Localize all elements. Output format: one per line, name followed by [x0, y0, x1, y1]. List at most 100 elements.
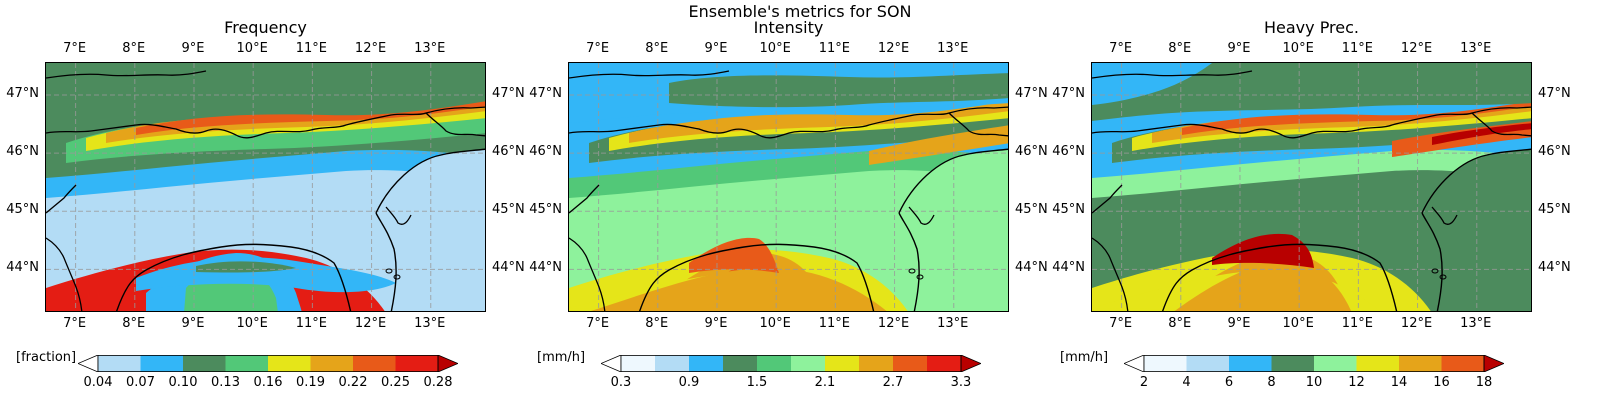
lon-tick-label: 13°E	[1460, 41, 1492, 56]
lon-tick-label: 8°E	[122, 316, 146, 331]
border-line	[1431, 206, 1458, 225]
panel-title: Intensity	[753, 18, 824, 37]
lon-tick-label: 7°E	[63, 41, 87, 56]
lon-tick-label: 8°E	[122, 41, 146, 56]
lon-tick-label: 10°E	[759, 316, 791, 331]
lat-tick-label-left: 45°N	[6, 202, 39, 218]
lat-tick-label-right: 44°N	[1015, 260, 1048, 276]
colorbar-over-arrow	[437, 355, 458, 372]
lon-tick-label: 12°E	[354, 41, 387, 56]
lat-tick-label-right: 46°N	[1015, 144, 1048, 160]
adriatic-sea	[1422, 149, 1531, 311]
colorbar-tick-label: 0.04	[83, 375, 113, 390]
colorbar-swatch	[1399, 355, 1442, 372]
border-line	[569, 184, 600, 214]
border-line	[1092, 184, 1123, 214]
field-patch-2	[569, 173, 1008, 248]
lon-tick-label: 10°E	[236, 316, 268, 331]
colorbar	[1124, 355, 1504, 372]
colorbar-swatch	[689, 355, 724, 372]
colorbar-tick-label: 0.9	[678, 375, 700, 390]
colorbar-swatch	[791, 355, 826, 372]
colorbar-swatch	[1356, 355, 1400, 372]
colorbar-unit: [mm/h]	[1060, 350, 1109, 365]
field-patch-3	[869, 125, 1008, 165]
colorbar-tick-label: 0.07	[126, 375, 155, 390]
lon-tick-label: 7°E	[586, 41, 610, 56]
lon-tick-label: 9°E	[704, 316, 728, 331]
lat-tick-label-left: 46°N	[529, 144, 562, 160]
coastline	[1161, 243, 1398, 311]
colorbar-frame	[97, 355, 439, 372]
colorbar-swatch	[1229, 355, 1272, 372]
lon-tick-label: 8°E	[1168, 316, 1192, 331]
border-line	[1092, 106, 1531, 139]
lon-tick-label: 12°E	[1400, 41, 1433, 56]
coastline	[898, 148, 1008, 311]
island	[393, 274, 401, 280]
lon-tick-label: 11°E	[1341, 41, 1374, 56]
colorbar-swatch	[225, 355, 269, 372]
lat-tick-label-right: 47°N	[1015, 85, 1048, 101]
colorbar-tick-label: 2	[1139, 375, 1149, 390]
colorbar-tick-label: 18	[1475, 375, 1493, 390]
field-band-5	[629, 103, 1008, 143]
lat-tick-label-right: 47°N	[1538, 85, 1571, 101]
colorbar-over-arrow	[960, 355, 981, 372]
lon-tick-label: 10°E	[1282, 316, 1314, 331]
colorbar-frame	[620, 355, 962, 372]
field-patch-6	[1212, 233, 1314, 268]
colorbar-tick-label: 0.3	[610, 375, 632, 390]
colorbar-tick-label: 0.25	[381, 375, 410, 390]
colorbar-swatch	[655, 355, 690, 372]
lon-tick-label: 13°E	[937, 41, 969, 56]
colorbar-tick-label: 6	[1224, 375, 1234, 390]
lon-tick-label: 9°E	[1227, 41, 1251, 56]
colorbar-over-arrow	[1483, 355, 1504, 372]
colorbar-tick-label: 0.28	[423, 375, 453, 390]
colorbar-swatch	[183, 355, 226, 372]
border-line	[948, 112, 1008, 137]
lon-tick-label: 13°E	[414, 316, 446, 331]
island	[385, 268, 393, 274]
lat-tick-label-left: 46°N	[1052, 144, 1085, 160]
lat-tick-label-left: 44°N	[6, 260, 39, 276]
map-area	[45, 62, 486, 312]
lat-tick-label-right: 45°N	[1015, 202, 1048, 218]
adriatic-sea	[899, 149, 1008, 311]
border-line	[569, 70, 730, 79]
colorbar-tick-label: 8	[1267, 375, 1276, 390]
border-line	[1471, 112, 1531, 137]
lon-tick-label: 8°E	[645, 41, 669, 56]
colorbar-swatch	[893, 355, 928, 372]
lon-tick-label: 13°E	[937, 316, 969, 331]
field-layer	[1092, 63, 1531, 311]
coastline	[1421, 148, 1531, 311]
frequency-panel: Frequency [fraction] 7°E 7°E 8°E 8°E 9°E 9°E 1…	[0, 0, 525, 400]
colorbar-under-arrow	[1124, 355, 1145, 372]
colorbar-swatch	[1144, 355, 1187, 372]
lon-tick-label: 12°E	[877, 316, 910, 331]
lon-tick-label: 10°E	[759, 41, 791, 56]
colorbar-unit: [mm/h]	[537, 350, 586, 365]
lat-tick-label-right: 44°N	[1538, 260, 1571, 276]
colorbar-tick-label: 12	[1348, 375, 1365, 390]
lon-tick-label: 7°E	[63, 316, 87, 331]
lon-tick-label: 12°E	[1400, 316, 1433, 331]
field-patch-6	[689, 237, 779, 273]
border-line	[425, 112, 485, 137]
colorbar-swatch	[98, 355, 141, 372]
colorbar-swatch	[757, 355, 792, 372]
lon-tick-label: 11°E	[295, 316, 328, 331]
lon-tick-label: 10°E	[1282, 41, 1314, 56]
border-line	[908, 206, 935, 225]
lat-tick-label-left: 47°N	[529, 85, 562, 101]
coastline	[115, 243, 352, 311]
figure-title: Ensemble's metrics for SON	[688, 2, 912, 21]
adriatic-sea	[376, 149, 485, 311]
colorbar-swatch	[310, 355, 354, 372]
lat-tick-label-left: 46°N	[6, 144, 39, 160]
field-layer	[46, 63, 485, 311]
lat-tick-label-left: 47°N	[1052, 85, 1085, 101]
colorbar-swatch	[1186, 355, 1230, 372]
